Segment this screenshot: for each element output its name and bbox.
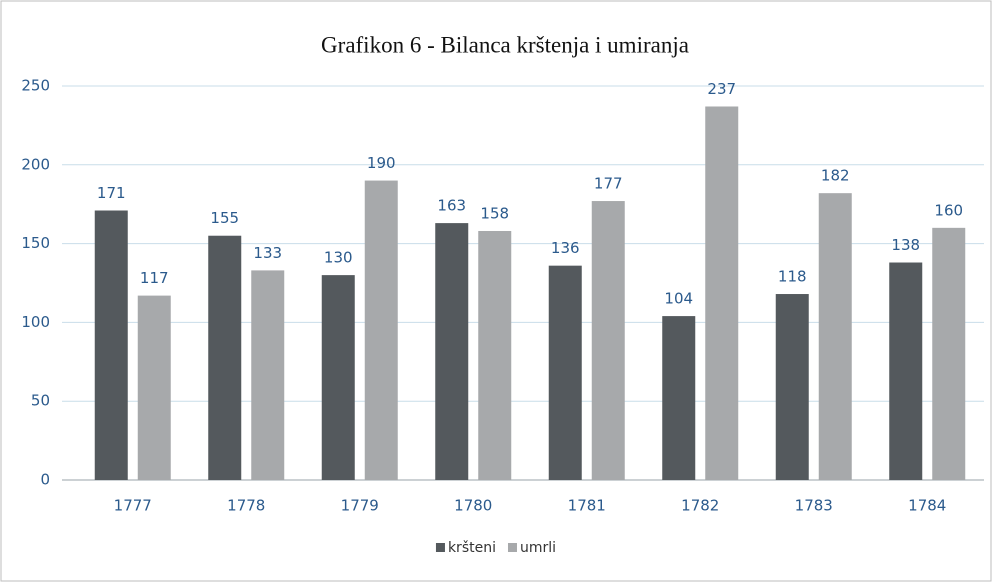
y-tick-label: 200 xyxy=(21,155,50,173)
y-tick-label: 100 xyxy=(21,313,50,331)
bar xyxy=(705,106,739,480)
y-tick-label: 150 xyxy=(21,234,50,252)
y-tick-label: 50 xyxy=(31,392,50,410)
legend-swatch xyxy=(435,543,445,552)
x-tick-label: 1778 xyxy=(227,497,265,515)
x-tick-label: 1780 xyxy=(454,497,492,515)
data-label: 177 xyxy=(594,175,623,193)
data-label: 237 xyxy=(707,80,736,98)
legend-label: kršteni xyxy=(448,540,496,556)
bar xyxy=(321,275,355,480)
x-tick-label: 1782 xyxy=(681,497,719,515)
data-label: 182 xyxy=(821,167,850,185)
bar xyxy=(932,227,966,480)
data-label: 171 xyxy=(97,184,126,202)
bar xyxy=(251,270,285,480)
bar xyxy=(478,230,512,480)
data-label: 136 xyxy=(551,239,580,257)
bar xyxy=(818,193,852,480)
data-label: 158 xyxy=(480,204,509,222)
bar xyxy=(364,180,398,480)
data-label: 138 xyxy=(891,236,920,254)
y-tick-label: 0 xyxy=(40,471,50,489)
bar xyxy=(548,265,582,480)
bar xyxy=(435,223,469,480)
x-tick-label: 1781 xyxy=(568,497,606,515)
data-label: 160 xyxy=(934,201,963,219)
x-tick-label: 1784 xyxy=(908,497,946,515)
bar xyxy=(775,294,809,480)
data-label: 118 xyxy=(778,268,807,286)
legend-swatch xyxy=(507,543,517,552)
data-label: 130 xyxy=(324,249,353,267)
y-tick-label: 250 xyxy=(21,77,50,95)
bar xyxy=(889,262,923,480)
bar xyxy=(137,295,171,480)
data-label: 190 xyxy=(367,154,396,172)
chart-title: Grafikon 6 - Bilanca krštenja i umiranja xyxy=(321,32,689,57)
data-label: 163 xyxy=(437,197,466,215)
bar xyxy=(94,210,128,480)
data-label: 104 xyxy=(664,290,693,308)
x-tick-label: 1777 xyxy=(114,497,152,515)
bar xyxy=(662,316,696,480)
data-label: 155 xyxy=(210,209,239,227)
data-label: 133 xyxy=(253,244,282,262)
x-tick-label: 1783 xyxy=(795,497,833,515)
data-label: 117 xyxy=(140,269,169,287)
bar xyxy=(208,235,242,480)
legend-label: umrli xyxy=(520,540,556,556)
x-tick-label: 1779 xyxy=(341,497,379,515)
bar xyxy=(591,201,625,480)
